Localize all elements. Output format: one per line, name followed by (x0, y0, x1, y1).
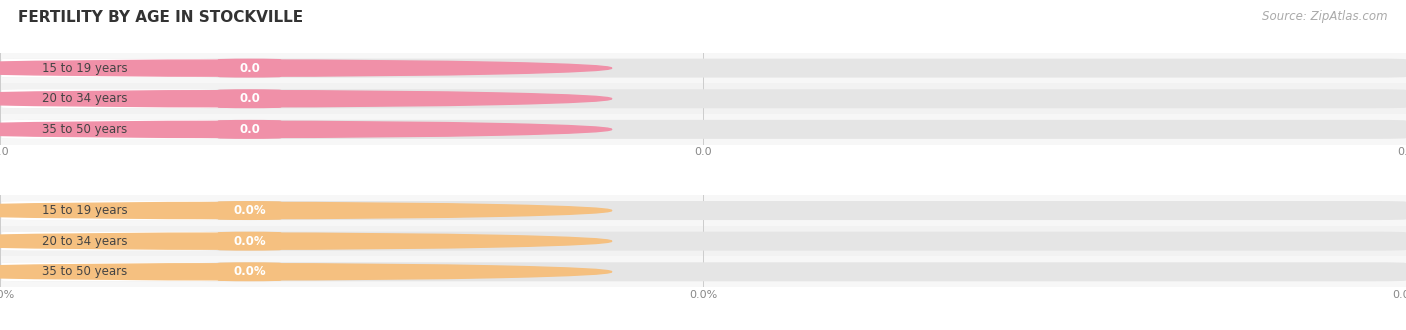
Text: FERTILITY BY AGE IN STOCKVILLE: FERTILITY BY AGE IN STOCKVILLE (18, 10, 304, 25)
Text: 0.0%: 0.0% (233, 265, 266, 278)
Text: 0.0%: 0.0% (233, 235, 266, 248)
Text: Source: ZipAtlas.com: Source: ZipAtlas.com (1263, 10, 1388, 23)
Text: 20 to 34 years: 20 to 34 years (42, 235, 128, 248)
FancyBboxPatch shape (1, 120, 218, 139)
Text: 0.0: 0.0 (239, 62, 260, 75)
Text: 20 to 34 years: 20 to 34 years (42, 92, 128, 105)
Circle shape (0, 60, 612, 76)
Circle shape (0, 91, 612, 107)
Text: 15 to 19 years: 15 to 19 years (42, 62, 128, 75)
FancyBboxPatch shape (1, 232, 218, 251)
FancyBboxPatch shape (218, 232, 281, 251)
Circle shape (0, 121, 612, 137)
Bar (0, 83, 1406, 114)
FancyBboxPatch shape (1, 201, 218, 220)
Circle shape (0, 203, 612, 218)
Text: 35 to 50 years: 35 to 50 years (42, 123, 128, 136)
FancyBboxPatch shape (1, 59, 1406, 78)
FancyBboxPatch shape (218, 89, 281, 108)
FancyBboxPatch shape (218, 262, 281, 281)
FancyBboxPatch shape (1, 89, 1406, 108)
FancyBboxPatch shape (1, 59, 218, 78)
FancyBboxPatch shape (1, 262, 218, 281)
FancyBboxPatch shape (1, 201, 1406, 220)
FancyBboxPatch shape (218, 120, 281, 139)
Bar (0, 53, 1406, 83)
FancyBboxPatch shape (218, 59, 281, 78)
Bar (0, 226, 1406, 256)
FancyBboxPatch shape (1, 120, 1406, 139)
FancyBboxPatch shape (1, 262, 1406, 281)
Text: 15 to 19 years: 15 to 19 years (42, 204, 128, 217)
Circle shape (0, 264, 612, 280)
Bar (0, 195, 1406, 226)
Bar (0, 114, 1406, 145)
FancyBboxPatch shape (218, 201, 281, 220)
Text: 0.0: 0.0 (239, 123, 260, 136)
Text: 0.0%: 0.0% (233, 204, 266, 217)
Bar (0, 256, 1406, 287)
FancyBboxPatch shape (1, 232, 1406, 251)
Text: 35 to 50 years: 35 to 50 years (42, 265, 128, 278)
FancyBboxPatch shape (1, 89, 218, 108)
Text: 0.0: 0.0 (239, 92, 260, 105)
Circle shape (0, 233, 612, 249)
